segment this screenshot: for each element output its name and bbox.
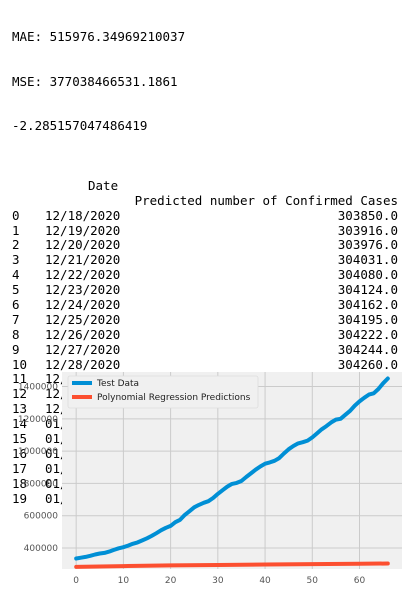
cell-date: 12/22/2020 [45, 267, 121, 283]
table-row: 8 12/26/2020 304222.0 [12, 326, 404, 343]
ticks: 0 10 20 30 40 50 60 400000 600000 800000 1000000 12… [18, 383, 366, 586]
cell-date: 12/25/2020 [45, 311, 121, 327]
cell-idx: 3 [12, 252, 20, 268]
x-tick-label: 50 [307, 576, 319, 586]
table-row: 2 12/20/2020 303976.0 [12, 238, 404, 253]
x-tick-label: 30 [212, 576, 224, 586]
cell-idx: 12 [12, 386, 28, 402]
table-row: 0 12/18/2020 303850.0 [12, 207, 404, 224]
x-tick-label: 10 [118, 576, 130, 586]
y-tick-label: 1200000 [18, 415, 58, 425]
table-row: 5 12/23/2020 304124.0 [12, 282, 404, 298]
table-row: 7 12/25/2020 304195.0 [12, 311, 404, 328]
x-tick-label: 0 [73, 576, 79, 586]
cell-idx: 7 [12, 311, 20, 327]
cell-idx: 17 [12, 460, 28, 476]
table-row: 6 12/24/2020 304162.0 [12, 296, 404, 313]
cell-date: 12/21/2020 [45, 252, 121, 268]
cell-idx: 19 [12, 490, 28, 506]
cell-value: 304080.0 [337, 267, 398, 283]
cell-date: 12/26/2020 [45, 326, 121, 342]
cell-idx: 1 [12, 222, 20, 238]
mse-line: MSE: 377038466531.1861 [12, 73, 178, 89]
cell-value: 304031.0 [337, 252, 398, 268]
legend: Test Data Polynomial Regression Predictio… [67, 375, 259, 409]
cell-idx: 2 [12, 237, 20, 253]
cell-idx: 4 [12, 267, 20, 283]
chart: 0 10 20 30 40 50 60 400000 600000 800000 1000000 12… [18, 372, 402, 586]
cell-value: 304222.0 [337, 326, 398, 342]
y-tick-label: 600000 [24, 512, 59, 522]
cell-date: 12/19/2020 [45, 222, 121, 238]
y-tick-label: 1000000 [18, 447, 58, 457]
column-header-date: Date [88, 177, 119, 193]
table-row: 3 12/21/2020 304031.0 [12, 252, 404, 268]
cell-idx: 9 [12, 341, 20, 357]
x-tick-label: 40 [259, 576, 271, 586]
cell-idx: 5 [12, 282, 20, 298]
cell-idx: 6 [12, 296, 20, 312]
cell-idx: 8 [12, 326, 20, 342]
cell-date: 12/28/2020 [45, 356, 121, 372]
y-tick-label: 1400000 [18, 383, 58, 393]
cell-idx: 11 [12, 371, 28, 387]
cell-value: 304244.0 [337, 341, 398, 357]
x-tick-label: 60 [354, 576, 366, 586]
mae-line: MAE: 515976.34969210037 [12, 28, 186, 44]
legend-box [67, 375, 259, 409]
cell-idx: 15 [12, 430, 28, 446]
cell-idx: 18 [12, 475, 28, 491]
cell-date: 12/24/2020 [45, 296, 121, 312]
cell-date: 12/23/2020 [45, 282, 121, 298]
x-tick-label: 20 [165, 576, 177, 586]
cell-idx: 10 [12, 356, 28, 372]
series-layer [74, 376, 390, 569]
table-row: 1 12/19/2020 303916.0 [12, 222, 404, 239]
cell-date: 12/20/2020 [45, 237, 121, 253]
y-tick-label: 400000 [24, 544, 59, 554]
cell-value: 304195.0 [337, 311, 398, 327]
series-line [74, 561, 390, 569]
cell-value: 304162.0 [337, 296, 398, 312]
cell-value: 303976.0 [337, 237, 398, 253]
cell-value: 304124.0 [337, 282, 398, 298]
column-header-predicted: Predicted number of Confirmed Cases [134, 192, 398, 208]
cell-idx: 16 [12, 445, 28, 461]
y-tick-label: 800000 [24, 479, 59, 489]
series-line [74, 376, 390, 561]
cell-idx: 13 [12, 401, 28, 417]
cell-value: 303850.0 [337, 207, 398, 223]
dataframe-header: Date Predicted number of Confirmed Cases [12, 164, 404, 208]
legend-entry: Test Data [96, 379, 139, 389]
cell-idx: 14 [12, 416, 28, 432]
cell-value: 304260.0 [337, 356, 398, 372]
cell-value: 303916.0 [337, 222, 398, 238]
table-row: 4 12/22/2020 304080.0 [12, 267, 404, 283]
cell-date: 12/18/2020 [45, 207, 121, 223]
legend-entry: Polynomial Regression Predictions [97, 393, 251, 403]
cell-date: 12/27/2020 [45, 341, 121, 357]
table-row: 10 12/28/2020 304260.0 [12, 356, 404, 373]
r2-line: -2.285157047486419 [12, 118, 148, 134]
cell-idx: 0 [12, 207, 20, 223]
table-row: 9 12/27/2020 304244.0 [12, 341, 404, 358]
